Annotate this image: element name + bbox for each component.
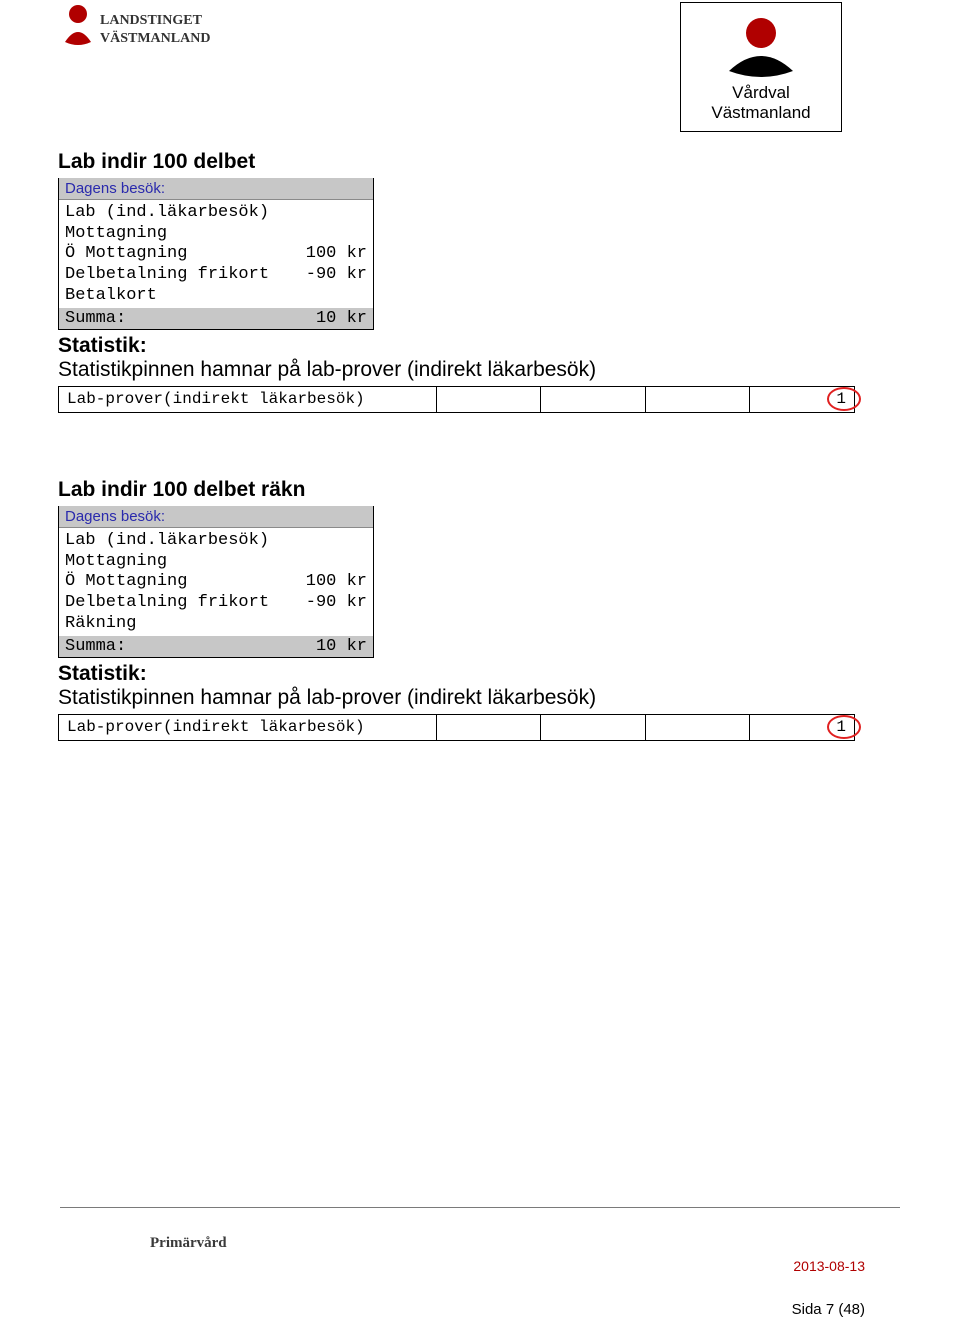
panel2-summa: Summa: 10 kr [59, 636, 373, 657]
panel2-header: Dagens besök: [59, 506, 373, 528]
section1-stat-label: Statistik: [58, 334, 855, 358]
panel2-row: Räkning [65, 614, 367, 635]
dagens-besok-panel-1: Dagens besök: Lab (ind.läkarbesök) Motta… [58, 178, 374, 330]
logo-vardval-box: Vårdval Västmanland [680, 2, 842, 132]
logo-right-line1: Vårdval [681, 83, 841, 103]
panel1-summa: Summa: 10 kr [59, 308, 373, 329]
section-lab-indir-100-delbet: Lab indir 100 delbet Dagens besök: Lab (… [58, 150, 855, 413]
panel1-row: Mottagning [65, 224, 367, 245]
section1-stat-text: Statistikpinnen hamnar på lab-prover (in… [58, 358, 855, 382]
panel1-row: Betalkort [65, 286, 367, 307]
logo-left-line2: VÄSTMANLAND [100, 30, 210, 46]
footer-date: 2013-08-13 [793, 1258, 865, 1274]
section2-stat-label: Statistik: [58, 662, 855, 686]
section2-heading: Lab indir 100 delbet räkn [58, 478, 855, 502]
panel2-row: Mottagning [65, 552, 367, 573]
panel1-row: Delbetalning frikort-90 kr [65, 265, 367, 286]
panel2-row: Lab (ind.läkarbesök) [65, 531, 367, 552]
panel1-header: Dagens besök: [59, 178, 373, 200]
footer-page-number: Sida 7 (48) [792, 1301, 865, 1318]
footer-left-text: Primärvård [150, 1235, 227, 1252]
table-row: Lab-prover(indirekt läkarbesök) 1 [59, 714, 855, 740]
footer-divider [60, 1207, 900, 1208]
panel2-row: Delbetalning frikort-90 kr [65, 593, 367, 614]
logo-right-line2: Västmanland [681, 103, 841, 123]
dagens-besok-panel-2: Dagens besök: Lab (ind.läkarbesök) Motta… [58, 506, 374, 658]
table-row: Lab-prover(indirekt läkarbesök) 1 [59, 386, 855, 412]
section2-stat-text: Statistikpinnen hamnar på lab-prover (in… [58, 686, 855, 710]
logo-left-line1: LANDSTINGET [100, 13, 203, 28]
section2-stat-table: Lab-prover(indirekt läkarbesök) 1 [58, 714, 855, 741]
section1-stat-table: Lab-prover(indirekt läkarbesök) 1 [58, 386, 855, 413]
panel1-row: Lab (ind.läkarbesök) [65, 203, 367, 224]
section1-heading: Lab indir 100 delbet [58, 150, 855, 174]
panel1-row: Ö Mottagning100 kr [65, 244, 367, 265]
panel2-row: Ö Mottagning100 kr [65, 572, 367, 593]
section-lab-indir-100-delbet-rakn: Lab indir 100 delbet räkn Dagens besök: … [58, 478, 855, 741]
logo-landstinget: LANDSTINGET VÄSTMANLAND [60, 2, 230, 52]
